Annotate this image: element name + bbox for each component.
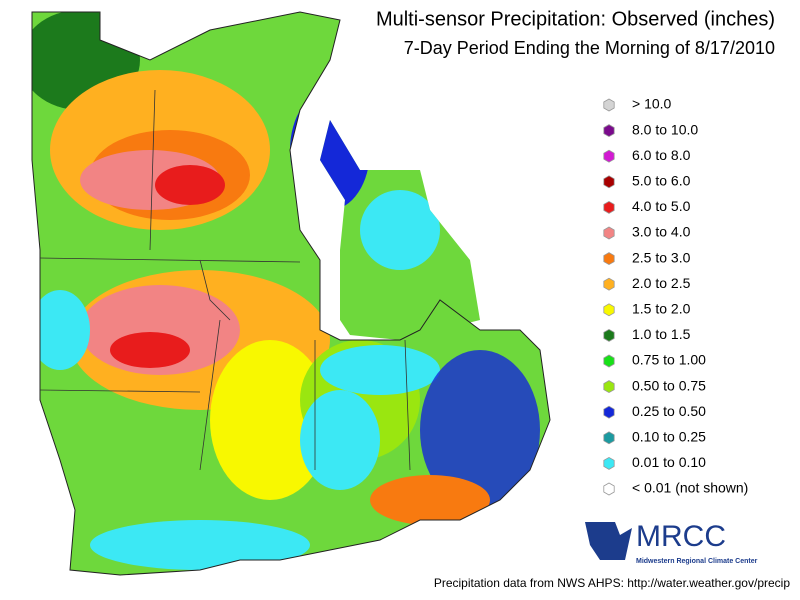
region-outline xyxy=(31,11,551,576)
legend-label: 0.10 to 0.25 xyxy=(632,429,706,445)
logo-name: MRCC xyxy=(636,520,726,553)
field-patch xyxy=(110,332,190,368)
legend-label: 6.0 to 8.0 xyxy=(632,147,691,163)
legend-label: 4.0 to 5.0 xyxy=(632,198,691,214)
legend-swatch xyxy=(603,482,615,496)
legend-label: > 10.0 xyxy=(632,96,672,112)
logo-full-name: Midwestern Regional Climate Center xyxy=(636,558,758,565)
field-patch xyxy=(360,190,440,270)
legend-swatch xyxy=(603,124,615,138)
field-patch xyxy=(90,520,310,570)
legend-swatch xyxy=(603,354,615,368)
map-title: Multi-sensor Precipitation: Observed (in… xyxy=(376,8,775,30)
legend-swatch xyxy=(603,303,615,317)
logo-map-icon xyxy=(585,522,632,560)
legend-swatch xyxy=(603,380,615,394)
credit: Precipitation data from NWS AHPS: http:/… xyxy=(434,576,790,590)
map-subtitle: 7-Day Period Ending the Morning of 8/17/… xyxy=(404,38,775,58)
legend-swatch xyxy=(603,175,615,189)
precipitation-field xyxy=(32,12,550,575)
field-patch xyxy=(32,290,90,370)
field-patch xyxy=(155,165,225,205)
legend-label: 5.0 to 6.0 xyxy=(632,173,691,189)
legend-swatch xyxy=(603,149,615,163)
legend-swatch xyxy=(603,226,615,240)
legend-label: 0.50 to 0.75 xyxy=(632,377,706,393)
legend-swatch xyxy=(603,200,615,214)
legend-label: 0.01 to 0.10 xyxy=(632,454,706,470)
legend-label: 0.25 to 0.50 xyxy=(632,403,706,419)
legend-swatch xyxy=(603,456,615,470)
legend-label: < 0.01 (not shown) xyxy=(632,480,748,496)
field-patch xyxy=(420,350,540,510)
legend-swatch xyxy=(603,405,615,419)
legend-label: 2.5 to 3.0 xyxy=(632,249,691,265)
legend-label: 1.0 to 1.5 xyxy=(632,326,691,342)
legend-swatch xyxy=(603,252,615,266)
field-patch xyxy=(320,345,440,395)
legend-swatch xyxy=(603,328,615,342)
legend-label: 2.0 to 2.5 xyxy=(632,275,691,291)
legend-swatch xyxy=(603,431,615,445)
legend-label: 1.5 to 2.0 xyxy=(632,301,691,317)
field-patch xyxy=(210,340,330,500)
legend-label: 0.75 to 1.00 xyxy=(632,352,706,368)
legend-label: 8.0 to 10.0 xyxy=(632,121,698,137)
legend-label: 3.0 to 4.0 xyxy=(632,224,691,240)
state-borders xyxy=(39,89,411,471)
field-patch xyxy=(290,90,370,210)
logo: MRCC Midwestern Regional Climate Center xyxy=(585,520,758,565)
legend: > 10.0 8.0 to 10.0 6.0 to 8.0 5.0 to 6.0 4.0… xyxy=(603,96,748,496)
field-patch xyxy=(370,475,490,525)
legend-swatch xyxy=(603,277,615,291)
field-patch xyxy=(300,390,380,490)
legend-swatch xyxy=(603,98,615,112)
